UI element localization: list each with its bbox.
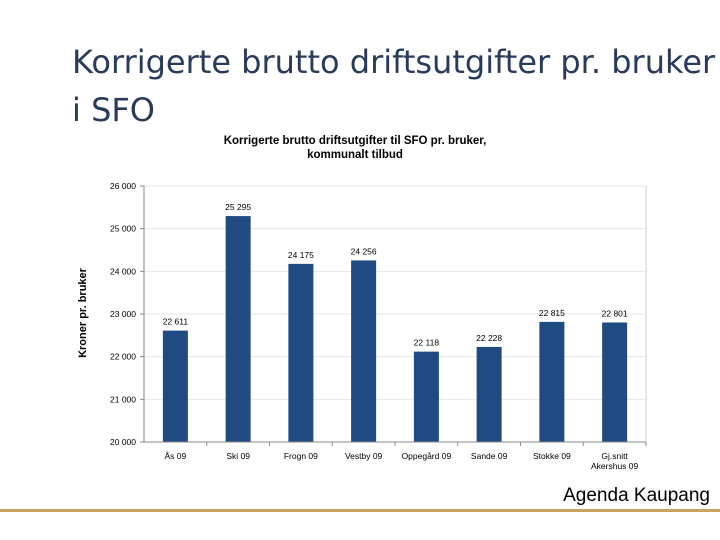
bar bbox=[351, 260, 377, 442]
bar-value-label: 24 175 bbox=[288, 250, 314, 260]
slide-title: Korrigerte brutto driftsutgifter pr. bru… bbox=[72, 43, 716, 129]
y-axis-label: Kroner pr. bruker bbox=[77, 267, 89, 358]
bar bbox=[602, 322, 628, 442]
y-tick-label: 25 000 bbox=[110, 224, 136, 234]
x-tick-label: Oppegård 09 bbox=[402, 451, 452, 461]
x-tick-label: Vestby 09 bbox=[345, 451, 383, 461]
y-tick-label: 23 000 bbox=[110, 309, 136, 319]
chart-subtitle: kommunalt tilbud bbox=[307, 149, 403, 161]
bar-value-label: 24 256 bbox=[351, 246, 377, 256]
y-tick-label: 20 000 bbox=[110, 437, 136, 447]
bar-value-label: 22 611 bbox=[163, 317, 189, 327]
bar-value-label: 22 815 bbox=[539, 308, 565, 318]
gridlines bbox=[144, 185, 646, 400]
x-tick-label: Stokke 09 bbox=[533, 451, 571, 461]
bar-value-label: 22 228 bbox=[476, 333, 502, 343]
y-axis-ticks: 20 000 21 000 22 000 23 000 24 000 25 000 26 0… bbox=[110, 181, 144, 447]
bar bbox=[539, 321, 565, 442]
x-tick-label: Frogn 09 bbox=[284, 451, 318, 461]
bar-value-label: 22 118 bbox=[414, 338, 440, 348]
bar-value-label: 22 801 bbox=[602, 308, 628, 318]
footer-divider bbox=[0, 509, 720, 512]
y-tick-label: 22 000 bbox=[110, 352, 136, 362]
bars bbox=[162, 216, 628, 442]
value-labels: 22 611 25 295 24 175 24 256 22 118 22 228 22 8… bbox=[163, 202, 628, 348]
chart-title: Korrigerte brutto driftsutgifter til SFO… bbox=[224, 135, 487, 147]
bar bbox=[476, 346, 502, 442]
x-axis-ticks: Ås 09 Ski 09 Frogn 09 Vestby 09 Oppegård 09 S… bbox=[165, 442, 647, 471]
y-tick-label: 24 000 bbox=[110, 266, 136, 276]
bar bbox=[413, 351, 439, 442]
x-tick-label: Ski 09 bbox=[226, 451, 250, 461]
bar-value-label: 25 295 bbox=[225, 202, 251, 212]
y-tick-label: 21 000 bbox=[110, 394, 136, 404]
bar bbox=[288, 263, 314, 442]
bar bbox=[225, 216, 251, 442]
x-tick-label: Sande 09 bbox=[471, 451, 508, 461]
y-tick-label: 26 000 bbox=[110, 181, 136, 191]
x-tick-label: Gj.snitt Akershus 09 bbox=[591, 451, 639, 471]
bar bbox=[162, 330, 188, 442]
x-tick-label: Ås 09 bbox=[165, 451, 187, 461]
footer-brand: Agenda Kaupang bbox=[563, 485, 710, 506]
